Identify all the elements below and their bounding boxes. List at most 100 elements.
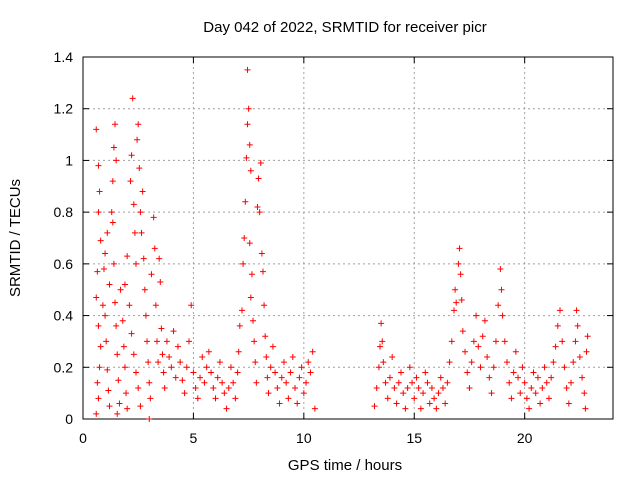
data-point bbox=[456, 245, 463, 252]
data-point bbox=[261, 302, 268, 309]
data-point bbox=[479, 333, 486, 340]
data-point bbox=[110, 144, 117, 151]
data-point bbox=[258, 250, 265, 257]
data-point bbox=[267, 364, 274, 371]
data-point bbox=[561, 364, 568, 371]
data-point bbox=[250, 317, 257, 324]
data-point bbox=[300, 390, 307, 397]
data-point bbox=[240, 260, 247, 267]
data-point bbox=[455, 260, 462, 267]
data-point bbox=[121, 364, 128, 371]
data-point bbox=[565, 400, 572, 407]
data-point bbox=[129, 95, 136, 102]
data-point bbox=[124, 253, 131, 260]
data-point bbox=[528, 384, 535, 391]
data-point bbox=[134, 136, 141, 143]
data-point bbox=[112, 121, 119, 128]
data-point bbox=[114, 410, 121, 417]
data-point bbox=[568, 379, 575, 386]
data-point bbox=[161, 384, 168, 391]
data-point bbox=[128, 330, 135, 337]
data-point bbox=[252, 359, 259, 366]
data-point bbox=[305, 359, 312, 366]
data-point bbox=[199, 353, 206, 360]
data-point bbox=[488, 390, 495, 397]
data-point bbox=[428, 384, 435, 391]
data-point bbox=[573, 307, 580, 314]
data-point bbox=[446, 359, 453, 366]
data-point bbox=[109, 219, 116, 226]
data-point bbox=[307, 369, 314, 376]
data-point bbox=[574, 322, 581, 329]
data-point bbox=[254, 203, 261, 210]
data-point bbox=[179, 377, 186, 384]
data-point bbox=[280, 359, 287, 366]
data-point bbox=[102, 250, 109, 257]
data-point bbox=[508, 395, 515, 402]
data-point bbox=[475, 343, 482, 350]
data-point bbox=[424, 379, 431, 386]
data-point bbox=[309, 348, 316, 355]
data-point bbox=[457, 271, 464, 278]
data-point bbox=[243, 154, 250, 161]
data-point bbox=[379, 338, 386, 345]
data-point bbox=[377, 343, 384, 350]
data-point bbox=[93, 126, 100, 133]
data-point bbox=[150, 214, 157, 221]
data-point bbox=[389, 353, 396, 360]
data-point bbox=[554, 322, 561, 329]
data-points bbox=[93, 66, 591, 422]
data-point bbox=[208, 369, 215, 376]
data-point bbox=[477, 364, 484, 371]
data-point bbox=[265, 390, 272, 397]
data-point bbox=[253, 379, 260, 386]
data-point bbox=[113, 157, 120, 164]
data-point bbox=[201, 379, 208, 386]
data-point bbox=[380, 359, 387, 366]
data-point bbox=[371, 403, 378, 410]
data-point bbox=[248, 271, 255, 278]
data-point bbox=[420, 390, 427, 397]
data-point bbox=[225, 384, 232, 391]
data-point bbox=[106, 403, 113, 410]
data-point bbox=[464, 369, 471, 376]
y-tick-label: 0.8 bbox=[54, 204, 74, 220]
x-tick-label: 10 bbox=[296, 430, 312, 446]
data-point bbox=[141, 286, 148, 293]
data-point bbox=[190, 369, 197, 376]
data-point bbox=[102, 312, 109, 319]
data-point bbox=[121, 281, 128, 288]
data-point bbox=[452, 286, 459, 293]
data-point bbox=[130, 351, 137, 358]
data-point bbox=[139, 188, 146, 195]
data-point bbox=[373, 384, 380, 391]
data-point bbox=[235, 348, 242, 355]
data-point bbox=[95, 209, 102, 216]
y-tick-label: 0 bbox=[65, 411, 73, 427]
data-point bbox=[151, 245, 158, 252]
data-point bbox=[152, 302, 159, 309]
data-point bbox=[530, 369, 537, 376]
data-point bbox=[459, 328, 466, 335]
data-point bbox=[510, 369, 517, 376]
data-point bbox=[462, 348, 469, 355]
data-point bbox=[255, 175, 262, 182]
y-tick-label: 1.4 bbox=[54, 49, 74, 65]
data-point bbox=[451, 307, 457, 314]
data-point bbox=[444, 379, 451, 386]
data-point bbox=[582, 405, 589, 412]
data-point bbox=[287, 369, 294, 376]
x-tick-label: 15 bbox=[406, 430, 422, 446]
data-point bbox=[160, 369, 167, 376]
data-point bbox=[278, 374, 285, 381]
data-point bbox=[470, 338, 477, 345]
data-point bbox=[110, 260, 117, 267]
data-point bbox=[563, 384, 570, 391]
data-point bbox=[468, 359, 475, 366]
data-point bbox=[221, 390, 228, 397]
data-point bbox=[504, 359, 510, 366]
x-tick-label: 5 bbox=[190, 430, 198, 446]
data-point bbox=[95, 395, 102, 402]
data-point bbox=[146, 416, 153, 422]
